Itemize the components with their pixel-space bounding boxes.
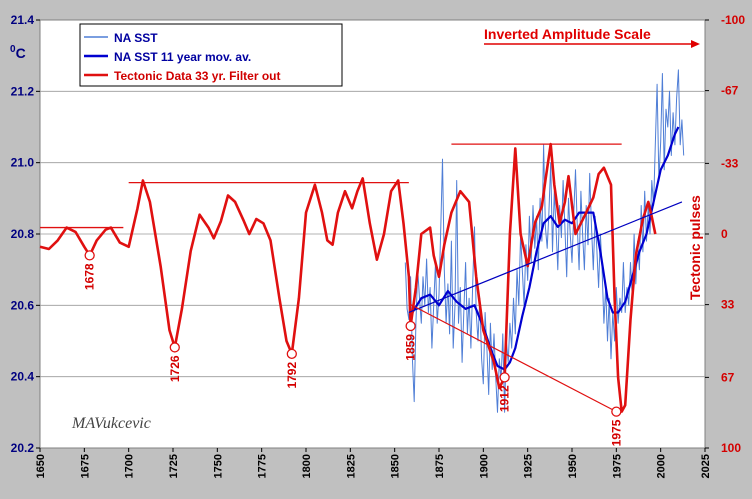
minimum-label-1859: 1859 bbox=[404, 334, 418, 361]
series-line-na-sst-11yr bbox=[411, 126, 680, 371]
legend-label-sst: NA SST bbox=[114, 31, 158, 45]
x-tick-label-1875: 1875 bbox=[434, 454, 446, 478]
legend-box bbox=[79, 23, 343, 87]
x-tick-label-1825: 1825 bbox=[345, 454, 357, 478]
trend-line-tectonic-downtrend bbox=[410, 304, 617, 413]
y-right-tick-label-33: 33 bbox=[721, 298, 735, 312]
minimum-label-1678: 1678 bbox=[83, 263, 97, 290]
minimum-marker-1792 bbox=[286, 348, 297, 359]
minimum-label-1912: 1912 bbox=[498, 385, 512, 412]
x-tick-label-1975: 1975 bbox=[611, 454, 623, 478]
minimum-marker-1912 bbox=[499, 372, 510, 383]
series-line-tectonic bbox=[39, 142, 657, 413]
x-tick-label-1675: 1675 bbox=[79, 454, 91, 478]
inverted-scale-arrow-head bbox=[691, 40, 700, 48]
x-tick-label-1925: 1925 bbox=[523, 454, 535, 478]
x-tick-label-1800: 1800 bbox=[301, 454, 313, 478]
series-group bbox=[39, 69, 685, 413]
minimum-label-1975: 1975 bbox=[609, 419, 623, 446]
x-tick-label-1650: 1650 bbox=[35, 454, 47, 478]
y-right-tick-label--33: -33 bbox=[721, 156, 739, 170]
y-axis-unit-letter: C bbox=[16, 45, 26, 61]
minimum-marker-1975 bbox=[611, 406, 622, 417]
x-tick-label-2000: 2000 bbox=[656, 454, 668, 478]
y-right-tick-label-67: 67 bbox=[721, 370, 735, 384]
trend-line-sst-trend bbox=[408, 201, 683, 314]
minimum-marker-1726 bbox=[169, 342, 180, 353]
x-tick-label-1950: 1950 bbox=[567, 454, 579, 478]
y-left-tick-label-20.4: 20.4 bbox=[11, 370, 35, 384]
y-right-tick-label-0: 0 bbox=[721, 227, 728, 241]
y-right-tick-label-100: 100 bbox=[721, 441, 741, 455]
x-tick-label-1750: 1750 bbox=[212, 454, 224, 478]
x-tick-label-1775: 1775 bbox=[257, 454, 269, 478]
minimum-label-1792: 1792 bbox=[285, 362, 299, 389]
x-tick-label-1900: 1900 bbox=[478, 454, 490, 478]
legend-label-tectonic: Tectonic Data 33 yr. Filter out bbox=[114, 69, 281, 83]
x-tick-label-2025: 2025 bbox=[700, 454, 712, 478]
y-axis-unit-superscript: 0 bbox=[10, 44, 16, 55]
inverted-scale-note: Inverted Amplitude Scale bbox=[484, 26, 651, 42]
y-right-tick-label--67: -67 bbox=[721, 84, 739, 98]
x-tick-label-1700: 1700 bbox=[124, 454, 136, 478]
y-axis-unit-label: 0C bbox=[10, 44, 26, 61]
minimum-label-1726: 1726 bbox=[168, 355, 182, 382]
annotations: 1678 1726 1792 1859 1912 1975 bbox=[40, 143, 683, 446]
x-tick-label-1850: 1850 bbox=[390, 454, 402, 478]
legend-label-sst-avg: NA SST 11 year mov. av. bbox=[114, 50, 251, 64]
y-left-tick-label-20.2: 20.2 bbox=[11, 441, 35, 455]
y-axis-right-label: Tectonic pulses bbox=[687, 195, 703, 300]
y-left-tick-label-21.0: 21.0 bbox=[11, 156, 35, 170]
y-left-tick-label-20.6: 20.6 bbox=[11, 298, 35, 312]
signature: MAVukcevic bbox=[71, 415, 151, 432]
y-left-tick-label-21.4: 21.4 bbox=[11, 13, 35, 27]
y-left-tick-label-21.2: 21.2 bbox=[11, 84, 35, 98]
legend: NA SST NA SST 11 year mov. av. Tectonic … bbox=[79, 23, 343, 87]
minimum-marker-1678 bbox=[84, 250, 95, 261]
y-left-tick-label-20.8: 20.8 bbox=[11, 227, 35, 241]
x-tick-label-1725: 1725 bbox=[168, 454, 180, 478]
axes: 20.2 20.4 20.6 20.8 21.0 21.2 21.4 -100 -67 -33 0 3… bbox=[11, 13, 746, 478]
minimum-marker-1859 bbox=[405, 320, 416, 332]
y-right-tick-label--100: -100 bbox=[721, 13, 745, 27]
